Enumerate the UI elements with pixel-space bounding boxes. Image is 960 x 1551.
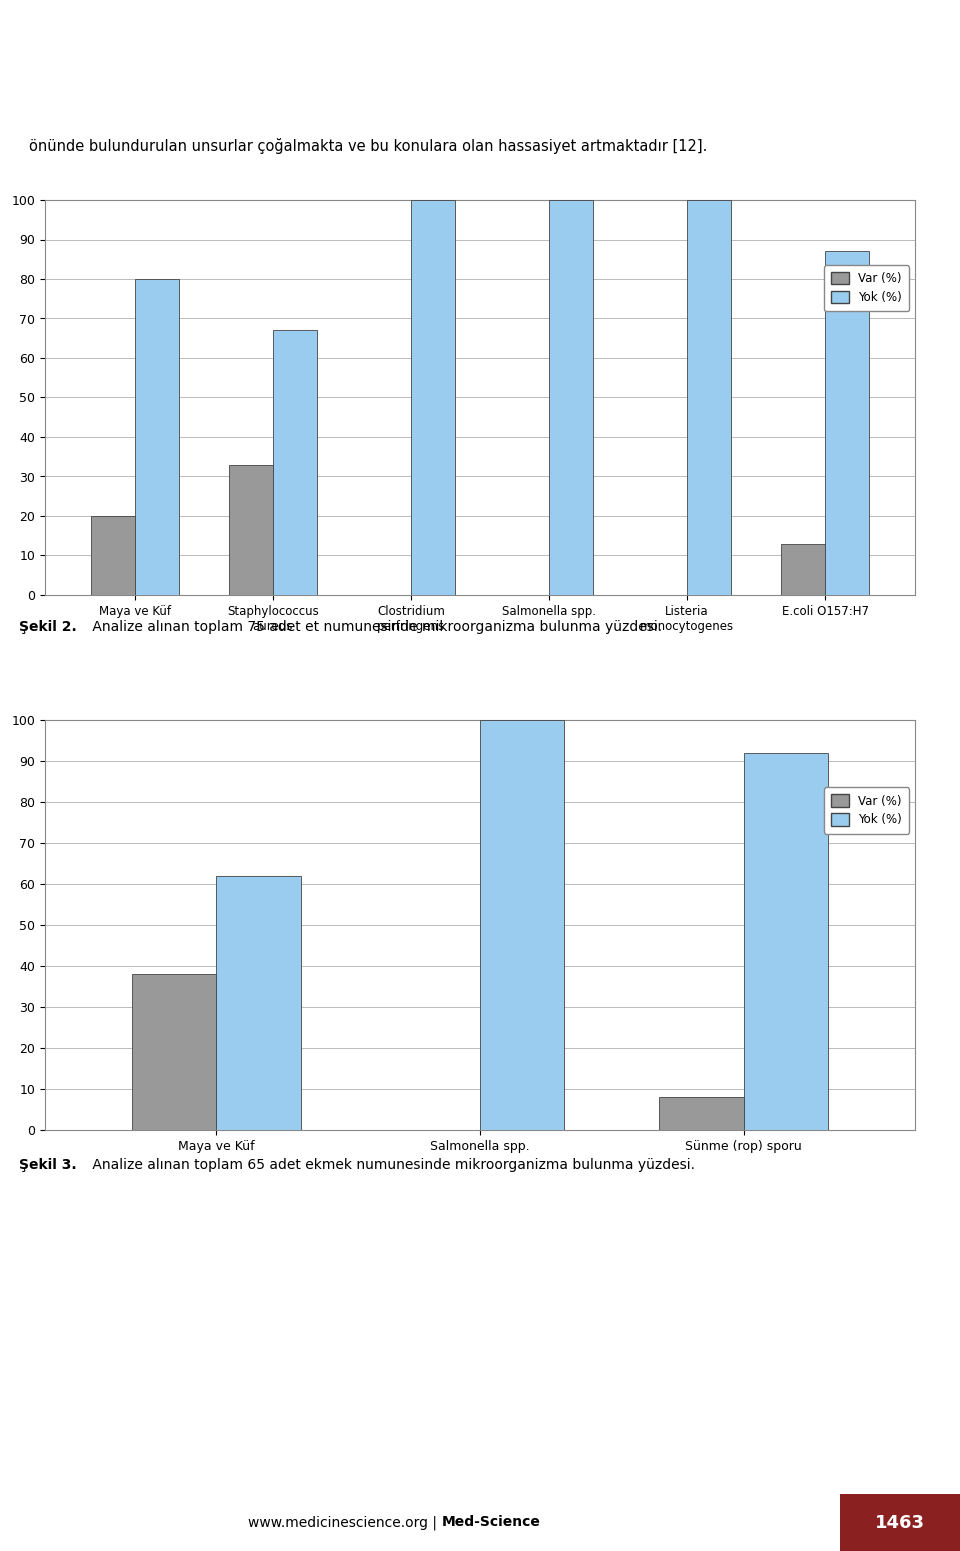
FancyBboxPatch shape bbox=[840, 1494, 960, 1551]
Text: Okul Kantinlerindeki Yiyecekler: Okul Kantinlerindeki Yiyecekler bbox=[715, 53, 950, 67]
Bar bbox=[228, 465, 273, 596]
Text: www.medicinescience.org |: www.medicinescience.org | bbox=[249, 1515, 442, 1529]
Bar bbox=[687, 200, 732, 596]
Text: Şekil 3.: Şekil 3. bbox=[19, 1159, 77, 1173]
Text: önünde bulundurulan unsurlar çoğalmakta ve bu konulara olan hassasiyet artmaktad: önünde bulundurulan unsurlar çoğalmakta … bbox=[29, 138, 708, 155]
Text: Analize alınan toplam 65 adet ekmek numunesinde mikroorganizma bulunma yüzdesi.: Analize alınan toplam 65 adet ekmek numu… bbox=[88, 1159, 695, 1173]
Bar bbox=[480, 720, 564, 1131]
Text: doi: 10.5455/medscience.2014.03.8147: doi: 10.5455/medscience.2014.03.8147 bbox=[685, 92, 950, 104]
Bar bbox=[660, 1097, 744, 1131]
Text: Medicine Science 2014;3(3):1456-69: Medicine Science 2014;3(3):1456-69 bbox=[10, 14, 282, 26]
Text: Med-Science: Med-Science bbox=[442, 1515, 540, 1529]
Bar bbox=[744, 752, 828, 1131]
Bar bbox=[132, 974, 216, 1131]
Bar bbox=[549, 200, 593, 596]
Text: Analize alınan toplam 75 adet et numunesinde mikroorganizma bulunma yüzdesi.: Analize alınan toplam 75 adet et numunes… bbox=[88, 620, 662, 634]
Text: Original Investigation: Original Investigation bbox=[10, 92, 173, 104]
Bar bbox=[273, 330, 317, 596]
Text: 1463: 1463 bbox=[875, 1514, 925, 1531]
Legend: Var (%), Yok (%): Var (%), Yok (%) bbox=[824, 788, 909, 833]
Bar bbox=[781, 544, 826, 596]
Text: Şekil 2.: Şekil 2. bbox=[19, 620, 77, 634]
Bar bbox=[411, 200, 455, 596]
Text: Özgün Araştırma: Özgün Araştırma bbox=[10, 53, 135, 68]
Bar bbox=[90, 516, 134, 596]
Text: Foods In School Canteens: Foods In School Canteens bbox=[758, 14, 950, 26]
Bar bbox=[216, 876, 300, 1131]
Legend: Var (%), Yok (%): Var (%), Yok (%) bbox=[824, 265, 909, 312]
Bar bbox=[826, 251, 870, 596]
Bar bbox=[134, 279, 179, 596]
